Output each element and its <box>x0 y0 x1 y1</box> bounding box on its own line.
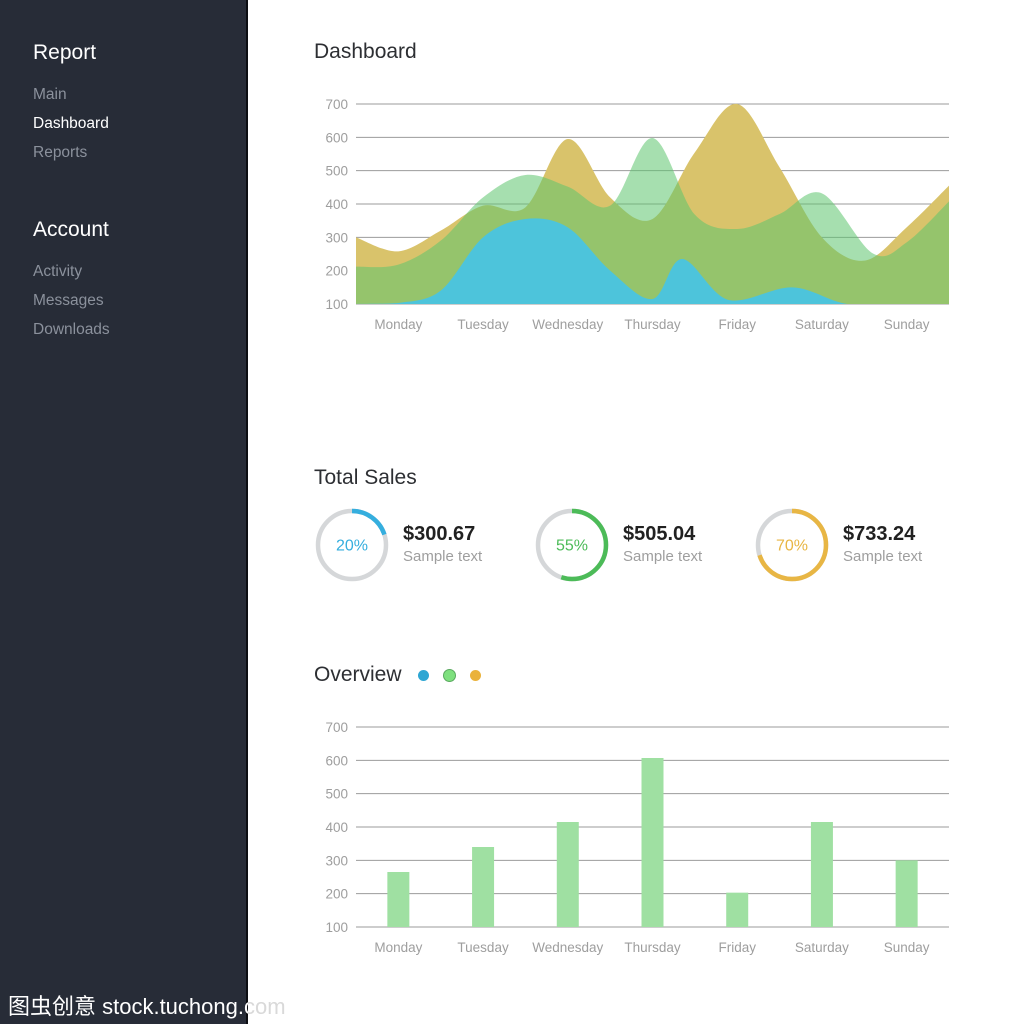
sidebar-item-main[interactable]: Main <box>33 86 67 103</box>
total-sales-cards: 20% $300.67 Sample text 55% $505.04 Sample te… <box>314 507 974 583</box>
x-tick-wednesday: Wednesday <box>532 940 603 955</box>
sidebar-section-report: Report <box>33 41 97 64</box>
x-tick-wednesday: Wednesday <box>532 317 603 332</box>
bar-tuesday <box>472 847 495 927</box>
svg-text:400: 400 <box>325 820 348 835</box>
x-tick-friday: Friday <box>718 317 756 332</box>
svg-text:600: 600 <box>325 130 348 145</box>
bar-monday <box>387 872 410 927</box>
blue-series <box>356 218 949 304</box>
x-tick-thursday: Thursday <box>624 317 681 332</box>
svg-text:400: 400 <box>325 197 348 212</box>
progress-ring: 20% <box>315 508 389 582</box>
sales-subtitle: Sample text <box>623 548 703 565</box>
bar-chart: 700 600 500 400 300 200 100 Monday Tuesday Wednes… <box>325 720 949 955</box>
sales-subtitle: Sample text <box>843 548 923 565</box>
svg-text:600: 600 <box>325 753 348 768</box>
sidebar-item-dashboard[interactable]: Dashboard <box>33 115 109 132</box>
sidebar-section-account: Account <box>33 218 109 241</box>
ring-percent: 20% <box>336 538 368 555</box>
svg-text:500: 500 <box>325 787 348 802</box>
x-tick-tuesday: Tuesday <box>457 317 509 332</box>
svg-text:300: 300 <box>325 230 348 245</box>
legend-green-dot <box>442 668 456 682</box>
svg-text:500: 500 <box>325 164 348 179</box>
svg-text:700: 700 <box>325 720 348 735</box>
legend-yellow-dot <box>469 669 481 681</box>
watermark-text-overflow: 图虫创意 stock.tuchong.com <box>8 994 286 1019</box>
svg-text:100: 100 <box>325 920 348 935</box>
svg-text:100: 100 <box>325 297 348 312</box>
svg-text:300: 300 <box>325 853 348 868</box>
ring-percent: 70% <box>776 538 808 555</box>
bar-series-group <box>387 758 918 927</box>
ring-percent: 55% <box>556 538 588 555</box>
bar-wednesday <box>556 822 579 927</box>
x-tick-friday: Friday <box>718 940 756 955</box>
total-sales-card-3: 70% $733.24 Sample text <box>754 507 974 583</box>
bar-thursday <box>641 758 664 927</box>
overview-legend <box>417 668 495 682</box>
x-tick-sunday: Sunday <box>884 317 930 332</box>
svg-text:700: 700 <box>325 97 348 112</box>
bar-axes: 700 600 500 400 300 200 100 Monday Tuesday Wednes… <box>325 720 949 955</box>
x-tick-thursday: Thursday <box>624 940 681 955</box>
legend-blue-dot <box>417 669 429 681</box>
total-sales-card-2: 55% $505.04 Sample text <box>534 507 754 583</box>
area-series-group <box>356 103 949 304</box>
x-tick-sunday: Sunday <box>884 940 930 955</box>
total-sales-card-1: 20% $300.67 Sample text <box>314 507 534 583</box>
page-title: Dashboard <box>314 40 417 63</box>
green-series <box>356 137 949 304</box>
svg-text:200: 200 <box>325 264 348 279</box>
area-chart: 700 600 500 400 300 200 100 Monday Tuesday Wednes… <box>325 97 949 332</box>
overview-title: Overview <box>314 663 402 686</box>
sales-amount: $505.04 <box>623 523 696 545</box>
sales-amount: $733.24 <box>843 523 916 545</box>
bar-friday <box>726 892 749 927</box>
bar-saturday <box>810 822 833 927</box>
progress-ring: 70% <box>755 508 829 582</box>
bar-sunday <box>895 860 918 927</box>
sidebar-item-activity[interactable]: Activity <box>33 263 83 280</box>
x-tick-tuesday: Tuesday <box>457 940 509 955</box>
sidebar-item-reports[interactable]: Reports <box>33 144 88 161</box>
watermark: 图虫创意 stock.tuchong.com 图虫创意 stock.tuchon… <box>8 989 328 1019</box>
x-tick-saturday: Saturday <box>795 940 849 955</box>
watermark-text: 图虫创意 stock.tuchong.com <box>8 994 286 1019</box>
sidebar-item-messages[interactable]: Messages <box>33 292 104 309</box>
sales-subtitle: Sample text <box>403 548 483 565</box>
progress-ring: 55% <box>535 508 609 582</box>
sidebar: Report Main Dashboard Reports Account Activit… <box>0 0 248 1024</box>
x-tick-monday: Monday <box>374 317 422 332</box>
total-sales-title: Total Sales <box>314 466 417 489</box>
sidebar-item-downloads[interactable]: Downloads <box>33 321 110 338</box>
x-tick-saturday: Saturday <box>795 317 849 332</box>
x-tick-monday: Monday <box>374 940 422 955</box>
svg-text:200: 200 <box>325 887 348 902</box>
sales-amount: $300.67 <box>403 523 476 545</box>
